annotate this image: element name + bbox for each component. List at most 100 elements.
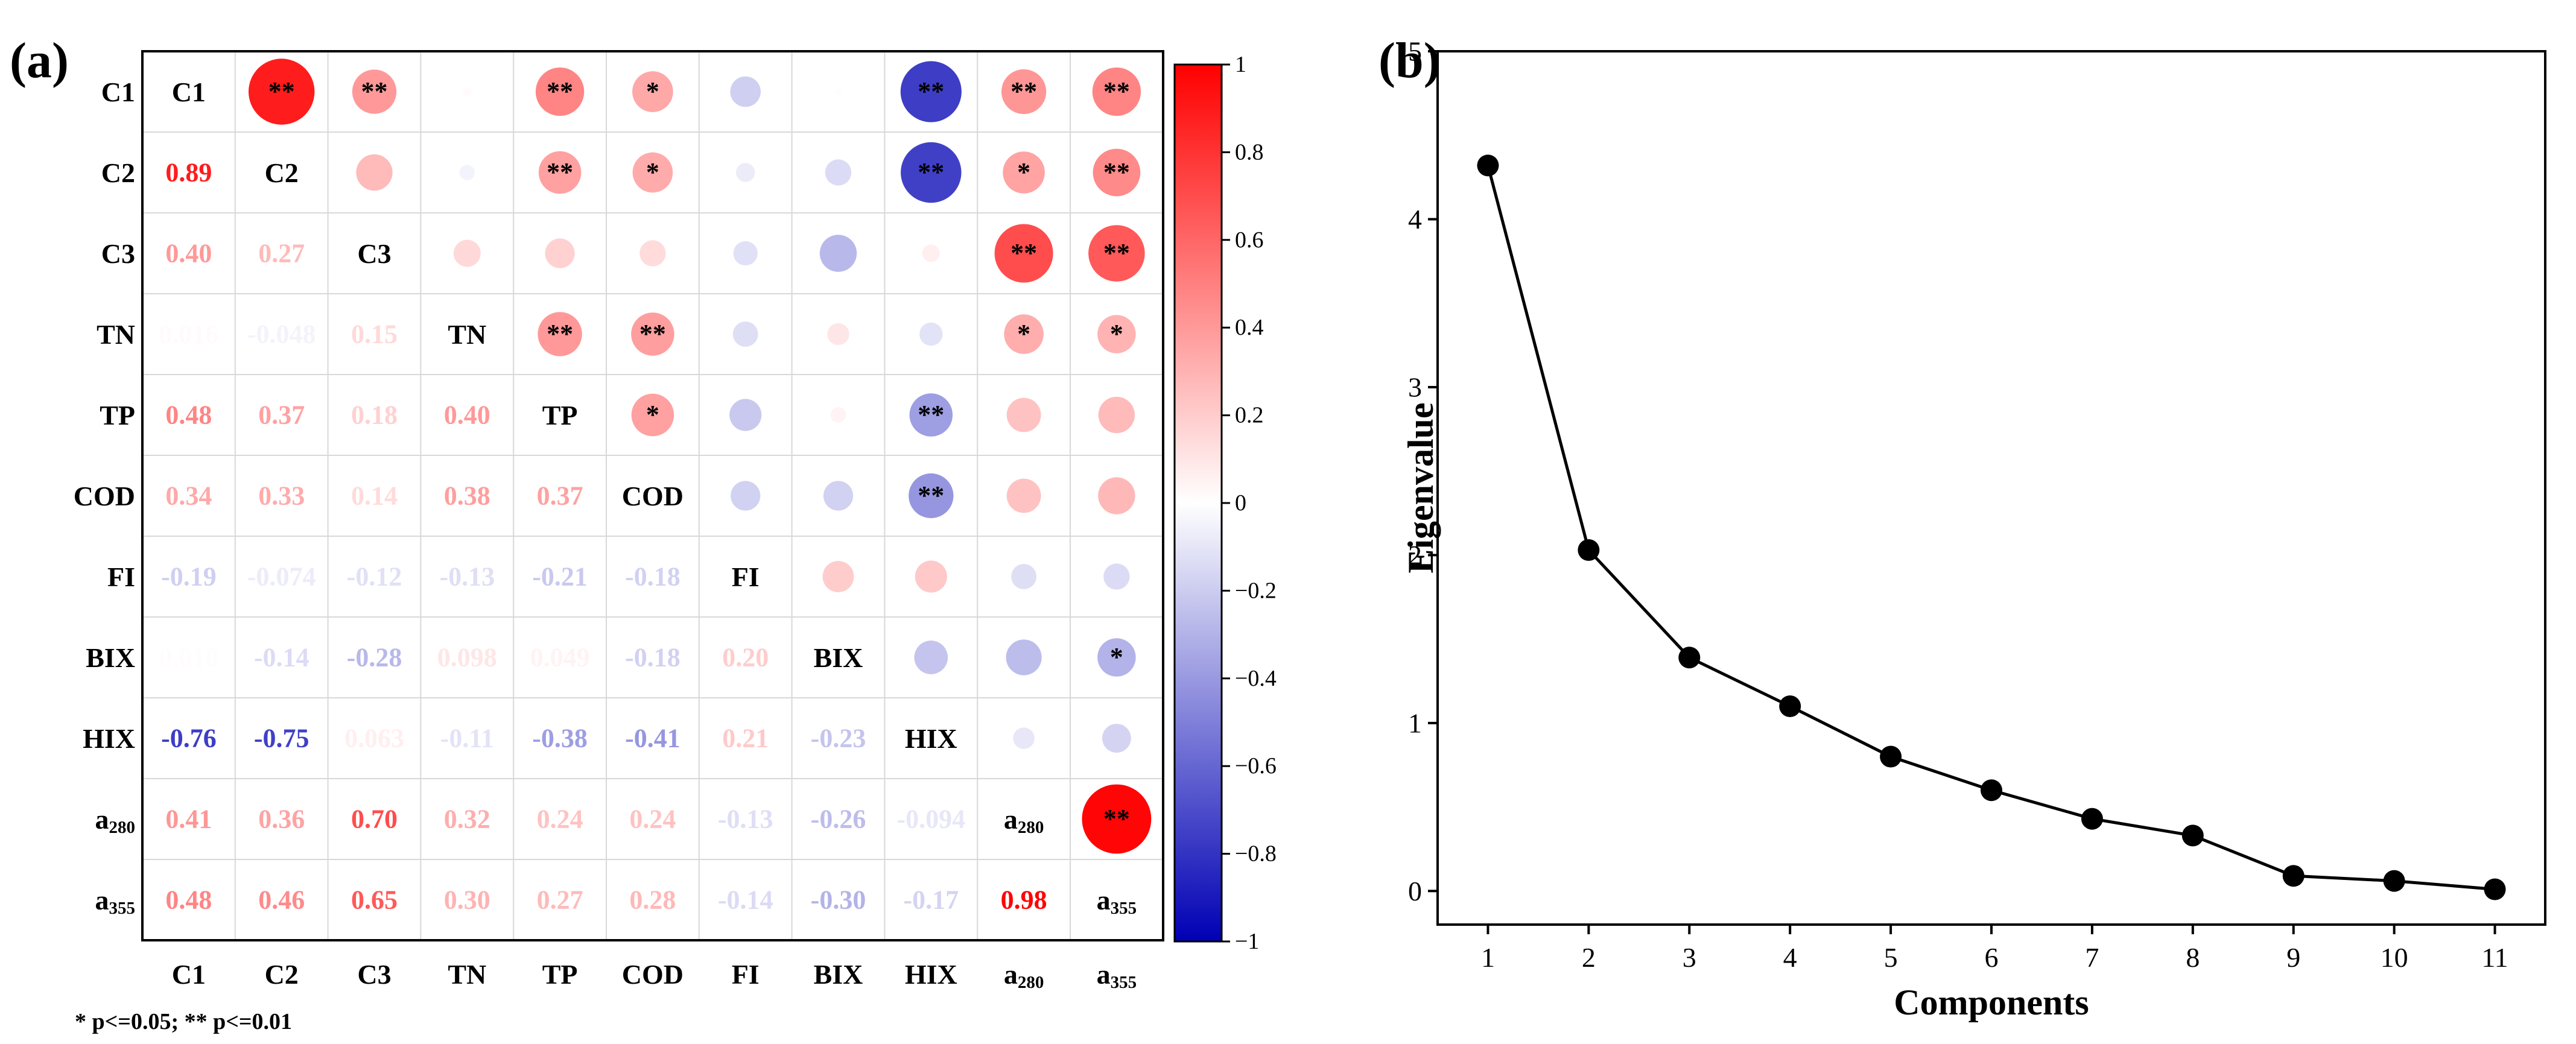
column-label: a355 [1097,959,1137,993]
correlation-value: -0.38 [532,724,588,753]
significance-mark: ** [547,319,573,349]
correlation-value: -0.074 [247,562,316,592]
row-labels: C1 C2 C3 TN TP COD FI BIX HIX a280 a355 [74,77,135,919]
row-label: C2 [101,157,135,188]
correlation-circle [735,163,755,182]
correlation-value: 0.28 [629,885,676,915]
correlation-value: -0.30 [811,885,866,915]
correlation-circle [632,71,673,112]
correlation-value: 0.24 [629,805,676,834]
correlation-circle [827,323,849,346]
correlation-value: 0.20 [722,643,769,672]
correlation-value: -0.28 [347,643,402,672]
row-label: a355 [95,885,136,919]
colorbar-tick-label: 0.4 [1235,315,1264,340]
colorbar-tick-label: −0.8 [1235,841,1277,867]
x-tick-label: 7 [2085,942,2099,973]
correlation-value: 0.30 [444,885,490,915]
scree-plot: 1 2 3 4 5 6 7 8 9 10 11 0 1 2 3 4 5 Components Eigenval… [1401,36,2546,1022]
row-label: C1 [101,77,135,107]
y-tick-label: 4 [1408,204,1422,235]
correlation-circle [462,87,472,96]
correlation-circle [1092,67,1141,116]
colorbar-tick-label: −0.6 [1235,753,1277,779]
eigenvalue-point [2181,824,2204,847]
column-label: C3 [357,959,391,990]
correlation-circle [1103,563,1130,590]
correlation-circle [909,393,953,437]
colorbar-gradient [1173,63,1223,943]
eigenvalue-point [1981,779,2002,802]
significance-note: * p<=0.05; ** p<=0.01 [75,1009,292,1034]
correlation-value: 0.15 [351,320,398,349]
correlation-circle [729,399,762,431]
correlation-value: -0.19 [161,562,217,592]
diagonal-label: TN [448,319,486,350]
eigenvalue-point [1578,539,1600,562]
correlation-value: 0.37 [258,400,305,430]
significance-mark: ** [1103,804,1130,834]
column-label: FI [732,959,760,990]
significance-mark: * [1110,642,1123,672]
row-label: FI [107,562,135,592]
colorbar-tick-label: −0.4 [1235,666,1277,691]
correlation-value: 0.010 [159,643,218,672]
correlation-value: -0.13 [439,562,495,592]
correlation-value: 0.33 [258,481,305,511]
correlation-circle [1011,564,1037,589]
correlation-circle [1098,396,1135,434]
correlation-value: 0.48 [165,885,212,915]
significance-mark: ** [1010,238,1037,268]
correlation-value: 0.34 [165,481,212,511]
significance-mark: ** [918,157,944,187]
significance-mark: ** [268,77,295,106]
significance-mark: * [646,157,659,187]
correlation-circle [1088,225,1145,282]
correlation-value: 0.32 [444,805,490,834]
significance-mark: * [646,77,659,106]
significance-mark: ** [361,77,388,106]
correlation-value: -0.14 [718,885,773,915]
correlation-value: 0.46 [258,885,305,915]
correlation-value: 0.016 [159,320,218,349]
eigenvalue-point [1477,154,1499,177]
correlation-circle [631,312,674,356]
correlation-circle [994,224,1053,283]
correlation-circle [819,235,857,272]
correlation-circle [1097,315,1136,353]
eigenvalue-point [2383,870,2405,892]
column-label: TP [542,959,578,990]
correlation-value: 0.70 [351,805,398,834]
correlation-value: -0.17 [903,885,959,915]
correlation-value: 0.063 [344,724,404,753]
significance-mark: ** [1010,77,1037,106]
y-tick-label: 1 [1408,707,1422,738]
eigenvalue-point [2484,878,2506,900]
significance-mark: ** [918,400,944,429]
correlation-circle [1013,727,1035,749]
correlation-circle [538,312,582,356]
correlation-value: -0.094 [896,805,965,834]
significance-mark: ** [547,77,573,106]
diagonal-label: C2 [265,157,299,188]
correlation-circle [1006,639,1042,675]
correlation-circle [901,142,962,203]
correlation-circle [1093,148,1141,197]
correlation-circle [1006,478,1041,513]
significance-mark: * [646,400,659,429]
x-tick-label: 3 [1683,942,1696,973]
y-axis-label: Eigenvalue [1401,402,1441,573]
correlation-circle [1097,638,1136,677]
significance-mark: * [1017,319,1030,349]
correlation-circle [731,481,761,511]
colorbar-tick-label: 0.6 [1235,227,1264,253]
y-ticks: 0 1 2 3 4 5 [1408,36,1438,906]
correlation-value: 0.14 [351,481,398,511]
diagonal-label: a355 [1097,885,1137,919]
diagonal-label: C1 [172,77,206,107]
panel-b-label: (b) [1378,33,1441,89]
significance-mark: ** [639,319,666,349]
row-label: BIX [86,642,135,673]
column-label: HIX [905,959,957,990]
